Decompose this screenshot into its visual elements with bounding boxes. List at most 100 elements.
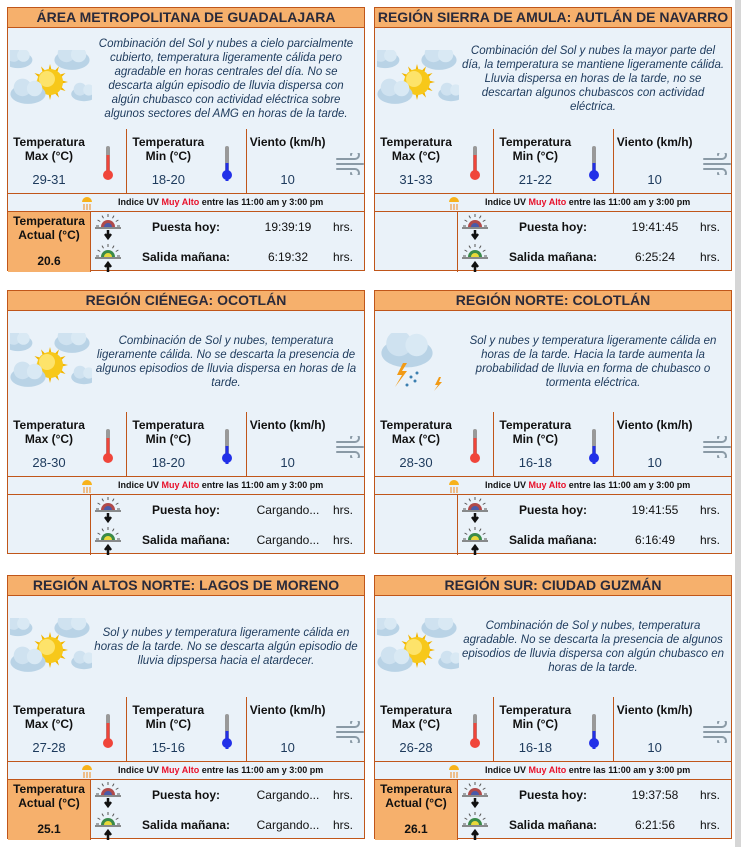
uv-prefix: Indice UV bbox=[485, 765, 527, 775]
uv-prefix: Indice UV bbox=[485, 480, 527, 490]
current-temp-value: 25.1 bbox=[37, 822, 61, 836]
sun-clouds-icon bbox=[370, 612, 464, 678]
sunrise-label: Salida mañana: bbox=[141, 533, 231, 547]
uv-index-row: Indice UV Muy Alto entre las 11:00 am y … bbox=[8, 194, 364, 212]
thermometer-hot-icon bbox=[469, 145, 481, 186]
thermometer-cold-icon bbox=[588, 145, 600, 186]
thermometer-cold-icon bbox=[221, 713, 233, 754]
thermometer-hot-icon bbox=[469, 428, 481, 469]
wind-icon bbox=[335, 433, 365, 463]
max-temp-label: Temperatura Max (°C) bbox=[380, 703, 452, 731]
max-temp-label: Temperatura Max (°C) bbox=[13, 135, 85, 163]
sunrise-time: Cargando... bbox=[256, 818, 320, 832]
uv-sun-icon bbox=[447, 195, 461, 217]
uv-level: Muy Alto bbox=[161, 765, 200, 775]
max-temp-value: 28-30 bbox=[399, 455, 433, 470]
hrs-label: hrs. bbox=[333, 533, 354, 547]
region-card: REGIÓN NORTE: COLOTLÁN Sol y nubes y tem… bbox=[374, 290, 732, 555]
uv-level: Muy Alto bbox=[528, 197, 567, 207]
wind-label: Viento (km/h) bbox=[616, 418, 693, 432]
max-temp-value: 31-33 bbox=[399, 172, 433, 187]
uv-prefix: Indice UV bbox=[118, 480, 160, 490]
max-temp-cell: Temperatura Max (°C) 28-30 bbox=[8, 412, 128, 476]
uv-prefix: Indice UV bbox=[118, 765, 160, 775]
region-card: REGIÓN SIERRA DE AMULA: AUTLÁN DE NAVARR… bbox=[370, 7, 732, 272]
hrs-label: hrs. bbox=[700, 818, 721, 832]
uv-suffix: entre las 11:00 am y 3:00 pm bbox=[568, 765, 691, 775]
wind-label: Viento (km/h) bbox=[249, 418, 326, 432]
current-temp-cell: Temperatura Actual (°C) 26.1 bbox=[375, 780, 458, 840]
current-temp-label: Temperatura Actual (°C) bbox=[380, 782, 452, 810]
region-title: REGIÓN SUR: CIUDAD GUZMÁN bbox=[375, 576, 731, 596]
current-temp-cell: Temperatura Actual (°C) 25.1 bbox=[8, 780, 91, 840]
current-temp-label: Temperatura Actual (°C) bbox=[13, 214, 85, 242]
uv-index-row: Indice UV Muy Alto entre las 11:00 am y … bbox=[8, 762, 364, 780]
region-card: REGIÓN CIÉNEGA: OCOTLÁN Combinación de S… bbox=[3, 290, 365, 555]
min-temp-value: 21-22 bbox=[518, 172, 552, 187]
wind-icon bbox=[702, 150, 732, 180]
wind-label: Viento (km/h) bbox=[616, 135, 693, 149]
current-temp-cell bbox=[8, 495, 91, 555]
hrs-label: hrs. bbox=[700, 503, 721, 517]
sunrise-row: Salida mañana: 6:25:24 hrs. bbox=[458, 242, 731, 272]
wind-label: Viento (km/h) bbox=[616, 703, 693, 717]
max-temp-value: 28-30 bbox=[32, 455, 66, 470]
min-temp-value: 18-20 bbox=[151, 455, 185, 470]
uv-index-row: Indice UV Muy Alto entre las 11:00 am y … bbox=[375, 477, 731, 495]
wind-value: 10 bbox=[647, 172, 662, 187]
forecast-description: Sol y nubes y temperatura ligeramente cá… bbox=[94, 626, 358, 667]
wind-icon bbox=[702, 718, 732, 748]
sunrise-time: 6:16:49 bbox=[634, 533, 676, 547]
sunrise-time: 6:21:56 bbox=[634, 818, 676, 832]
max-temp-cell: Temperatura Max (°C) 27-28 bbox=[8, 697, 128, 761]
sunset-time: Cargando... bbox=[256, 788, 320, 802]
forecast-description: Combinación del Sol y nubes la mayor par… bbox=[461, 44, 725, 113]
uv-suffix: entre las 11:00 am y 3:00 pm bbox=[568, 197, 691, 207]
sunrise-row: Salida mañana: Cargando... hrs. bbox=[91, 525, 364, 555]
max-temp-value: 27-28 bbox=[32, 740, 66, 755]
thermometer-hot-icon bbox=[102, 428, 114, 469]
min-temp-label: Temperatura Min (°C) bbox=[499, 703, 572, 731]
max-temp-cell: Temperatura Max (°C) 26-28 bbox=[375, 697, 495, 761]
thermometer-cold-icon bbox=[221, 428, 233, 469]
thermometer-cold-icon bbox=[588, 713, 600, 754]
sun-clouds-icon bbox=[3, 612, 97, 678]
min-temp-cell: Temperatura Min (°C) 16-18 bbox=[494, 412, 614, 476]
forecast-description: Combinación de Sol y nubes, temperatura … bbox=[95, 334, 357, 389]
sun-clouds-icon bbox=[3, 44, 97, 110]
current-temp-cell bbox=[375, 212, 458, 272]
region-card: ÁREA METROPOLITANA DE GUADALAJARA Combin… bbox=[3, 7, 365, 272]
uv-suffix: entre las 11:00 am y 3:00 pm bbox=[201, 765, 324, 775]
hrs-label: hrs. bbox=[333, 220, 354, 234]
min-temp-label: Temperatura Min (°C) bbox=[499, 135, 572, 163]
sunrise-label: Salida mañana: bbox=[508, 818, 598, 832]
wind-cell: Viento (km/h) 10 bbox=[614, 697, 731, 761]
scrollbar[interactable] bbox=[735, 0, 741, 847]
sunrise-row: Salida mañana: Cargando... hrs. bbox=[91, 810, 364, 840]
sunset-row: Puesta hoy: 19:41:45 hrs. bbox=[458, 212, 731, 242]
uv-prefix: Indice UV bbox=[485, 197, 527, 207]
uv-sun-icon bbox=[80, 195, 94, 217]
min-temp-cell: Temperatura Min (°C) 16-18 bbox=[494, 697, 614, 761]
min-temp-value: 16-18 bbox=[518, 455, 552, 470]
sunrise-icon bbox=[93, 812, 123, 851]
thermometer-hot-icon bbox=[102, 713, 114, 754]
wind-value: 10 bbox=[280, 172, 295, 187]
sunrise-row: Salida mañana: 6:21:56 hrs. bbox=[458, 810, 731, 840]
wind-value: 10 bbox=[647, 740, 662, 755]
sunrise-label: Salida mañana: bbox=[141, 818, 231, 832]
max-temp-label: Temperatura Max (°C) bbox=[380, 135, 452, 163]
region-card: REGIÓN SUR: CIUDAD GUZMÁN Combinación de… bbox=[370, 575, 732, 840]
uv-sun-icon bbox=[447, 763, 461, 785]
uv-suffix: entre las 11:00 am y 3:00 pm bbox=[568, 480, 691, 490]
sunset-time: Cargando... bbox=[256, 503, 320, 517]
current-temp-label: Temperatura Actual (°C) bbox=[13, 782, 85, 810]
wind-label: Viento (km/h) bbox=[249, 703, 326, 717]
sunset-time: 19:37:58 bbox=[631, 788, 679, 802]
sunrise-icon bbox=[460, 812, 490, 851]
min-temp-value: 16-18 bbox=[518, 740, 552, 755]
sunset-time: 19:41:55 bbox=[631, 503, 679, 517]
wind-icon bbox=[335, 718, 365, 748]
min-temp-label: Temperatura Min (°C) bbox=[132, 418, 205, 446]
uv-sun-icon bbox=[80, 478, 94, 500]
